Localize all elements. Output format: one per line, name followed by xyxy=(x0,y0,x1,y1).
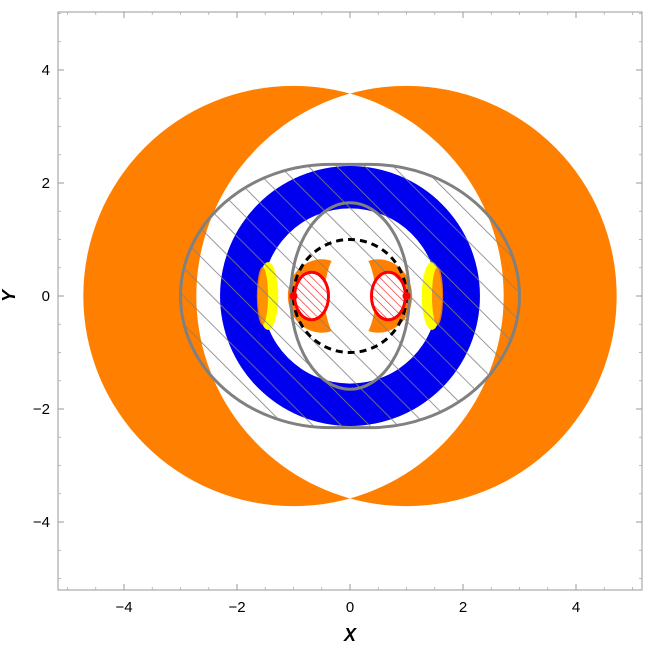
y-tick-label: 4 xyxy=(42,62,50,79)
hatched-stadium-fill xyxy=(180,164,520,428)
x-axis-label: X xyxy=(343,625,357,645)
x-tick-label: −2 xyxy=(228,599,245,616)
plot-regions xyxy=(83,85,617,507)
y-axis-label: Y xyxy=(0,288,19,302)
y-tick-label: 2 xyxy=(42,175,50,192)
red-hatched-ellipse-right xyxy=(369,270,407,322)
x-tick-label: 2 xyxy=(459,599,467,616)
axis-ticks: −4 −2 0 2 4 −4 −2 0 2 4 xyxy=(33,12,642,616)
x-tick-label: −4 xyxy=(115,599,132,616)
y-tick-label: −4 xyxy=(33,514,50,531)
red-point-left xyxy=(289,292,298,300)
y-tick-label: −2 xyxy=(33,401,50,418)
x-tick-label: 4 xyxy=(572,599,580,616)
hatched-stadium-outline xyxy=(179,162,521,430)
red-point-right xyxy=(402,292,411,300)
x-tick-label: 0 xyxy=(346,599,354,616)
red-hatched-ellipse-left xyxy=(293,270,331,322)
y-tick-label: 0 xyxy=(42,288,50,305)
